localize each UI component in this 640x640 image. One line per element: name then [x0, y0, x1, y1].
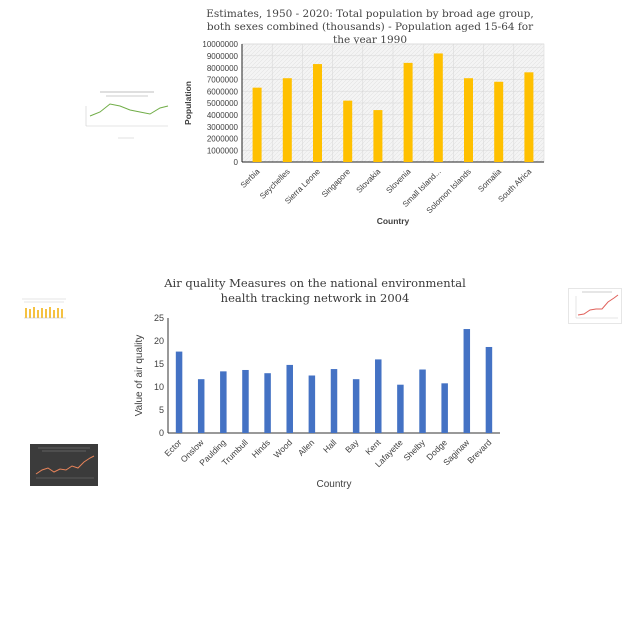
x-tick-label: Brevard — [465, 437, 493, 465]
bar-solomon-islands — [464, 78, 473, 162]
bar-onslow — [197, 379, 205, 433]
y-tick-label: 5 — [159, 405, 164, 415]
bar-hinds — [264, 373, 271, 433]
y-tick-label: 1000000 — [207, 146, 239, 155]
y-tick-label: 5000000 — [207, 99, 239, 108]
y-tick-label: 2000000 — [207, 135, 239, 144]
bar-saginaw — [463, 329, 471, 433]
thumbnail-line-chart-dark — [30, 444, 98, 486]
y-tick-label: 4000000 — [207, 111, 239, 120]
bar-somalia — [494, 81, 504, 162]
y-tick-label: 9000000 — [207, 52, 239, 61]
bar-lafayette — [397, 384, 404, 433]
bar-singapore — [343, 100, 353, 162]
bar-seychelles — [282, 78, 292, 162]
y-tick-label: 0 — [159, 428, 164, 438]
thumbnail-line-chart-red — [568, 288, 622, 324]
y-tick-label: 25 — [154, 313, 164, 323]
bar-small-island — [433, 53, 443, 162]
bar-wood — [286, 364, 293, 433]
bar-dodge — [441, 383, 448, 433]
x-tick-label: South Africa — [496, 167, 533, 204]
x-tick-label: Singapore — [320, 167, 353, 200]
bar-bay — [352, 379, 360, 433]
y-tick-label: 3000000 — [207, 123, 239, 132]
y-tick-label: 20 — [154, 336, 164, 346]
thumbnail-bar-chart-yellow — [22, 298, 66, 319]
thumbnail-line-chart-green — [78, 84, 174, 142]
bar-paulding — [220, 371, 227, 433]
bar-trumbull — [242, 369, 249, 433]
y-tick-label: 10000000 — [202, 40, 238, 49]
bar-slovenia — [403, 62, 413, 162]
x-tick-label: Slovakia — [355, 167, 383, 195]
x-tick-label: Shelby — [401, 437, 427, 463]
bar-brevard — [485, 346, 493, 433]
bar-slovakia — [373, 110, 383, 162]
bar-ector — [175, 351, 183, 433]
x-tick-label: Bay — [343, 437, 361, 455]
x-tick-label: Hinds — [250, 437, 272, 459]
y-tick-label: 10 — [154, 382, 164, 392]
x-tick-label: Slovenia — [384, 167, 412, 195]
x-axis-title: Country — [316, 479, 351, 490]
x-tick-label: Serbia — [239, 167, 262, 190]
bar-allen — [308, 375, 316, 433]
x-tick-label: Somalia — [476, 167, 503, 194]
x-tick-label: Hall — [321, 437, 339, 455]
x-tick-label: Wood — [271, 437, 294, 460]
chart1-title: Estimates, 1950 - 2020: Total population… — [206, 8, 534, 46]
y-tick-label: 15 — [154, 359, 164, 369]
y-tick-label: 0 — [234, 158, 239, 167]
bar-south-africa — [524, 72, 534, 162]
x-axis-title: Country — [377, 216, 410, 226]
y-axis-title: Value of air quality — [134, 335, 145, 417]
bar-kent — [375, 359, 382, 433]
y-tick-label: 7000000 — [207, 76, 239, 85]
bar-sierra-leone — [313, 64, 322, 162]
population-bar-chart: 0 1000000 2000000 3000000 4000000 5000000 6000… — [183, 40, 545, 226]
bar-hall — [330, 369, 338, 433]
y-tick-label: 6000000 — [207, 87, 239, 96]
chart2-title: Air quality Measures on the national env… — [164, 276, 466, 305]
y-tick-label: 8000000 — [207, 64, 239, 73]
x-tick-label: Allen — [296, 437, 317, 458]
bar-shelby — [419, 369, 426, 433]
bar-serbia — [252, 87, 262, 162]
y-axis-title: Population — [183, 81, 193, 125]
